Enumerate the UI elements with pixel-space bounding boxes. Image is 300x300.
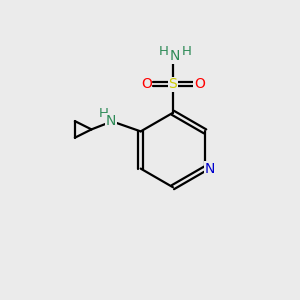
Text: H: H (98, 107, 108, 120)
Text: O: O (194, 77, 205, 91)
Text: N: N (205, 162, 215, 176)
Text: O: O (141, 77, 152, 91)
Text: H: H (182, 45, 192, 58)
Text: H: H (159, 45, 169, 58)
Text: N: N (105, 114, 116, 128)
Text: S: S (169, 77, 177, 91)
Text: N: N (170, 50, 180, 63)
